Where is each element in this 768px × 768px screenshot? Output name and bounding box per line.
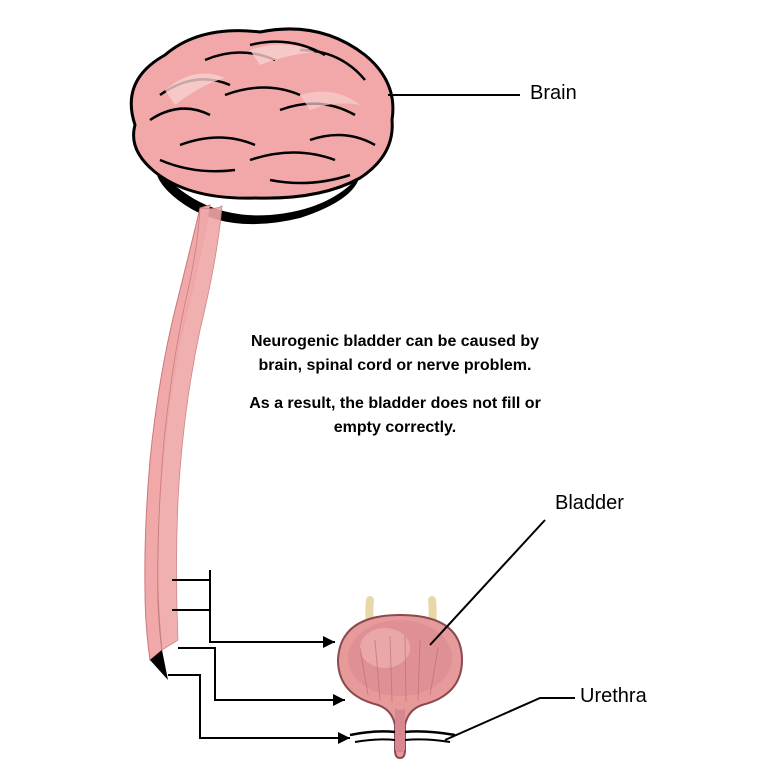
description-text: Neurogenic bladder can be caused by brai… [225,330,565,440]
urethra-label: Urethra [580,685,647,708]
desc-line: Neurogenic bladder can be caused by [225,330,565,354]
desc-line: brain, spinal cord or nerve problem. [225,354,565,378]
desc-line: As a result, the bladder does not fill o… [225,392,565,416]
brain-label: Brain [530,82,577,105]
bladder-label: Bladder [555,492,624,515]
nerve-arrows [168,570,350,744]
brain-icon [131,29,393,198]
desc-line: empty correctly. [225,416,565,440]
bladder-icon [338,615,462,758]
